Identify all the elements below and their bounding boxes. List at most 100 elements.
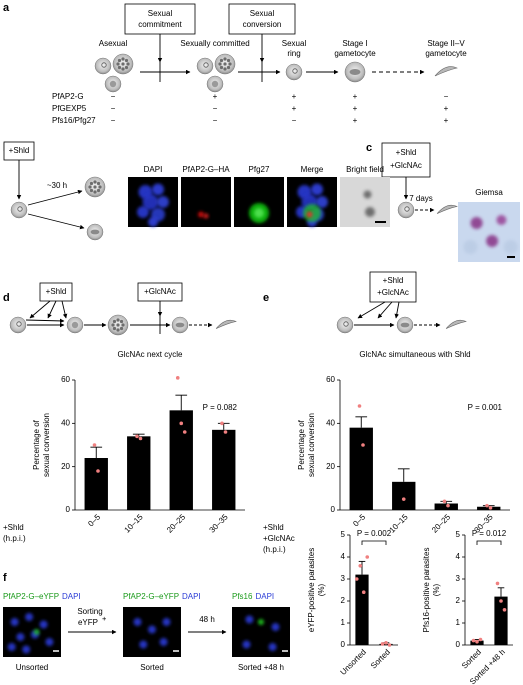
box-text: +Shld	[396, 148, 417, 157]
box-text: +GlcNAc	[377, 288, 409, 297]
box-text: +Shld	[383, 276, 404, 285]
y-tick-label: 0	[456, 640, 461, 649]
micrograph	[181, 177, 231, 227]
merozoite	[93, 190, 97, 194]
signal	[463, 240, 478, 254]
signal	[245, 615, 254, 624]
data-point	[175, 376, 180, 380]
signal	[39, 620, 48, 629]
cell	[104, 75, 122, 93]
signal	[365, 207, 375, 217]
stage-label: Sexually committed	[180, 39, 249, 48]
cell-body	[94, 57, 112, 75]
signal	[148, 217, 158, 227]
y-axis-label: sexual conversion	[307, 413, 316, 477]
signal	[16, 633, 25, 641]
y-tick-label: 2	[456, 596, 461, 605]
cell	[285, 63, 303, 81]
parasite	[71, 321, 79, 329]
cell	[396, 316, 414, 334]
panel-label: a	[3, 2, 10, 14]
data-point	[138, 436, 143, 441]
data-point	[135, 434, 139, 439]
cell-body	[336, 316, 354, 334]
cell	[66, 316, 84, 334]
image-label: DAPI	[144, 165, 163, 174]
merozoite	[117, 58, 122, 63]
cell	[171, 316, 189, 334]
image-label: Bright field	[346, 165, 384, 174]
y-tick-label: 20	[326, 462, 335, 471]
merozoite	[88, 185, 92, 189]
signal	[157, 196, 169, 208]
merozoite	[96, 181, 101, 186]
y-axis-label: (%)	[317, 583, 326, 596]
box-text: Sexual	[250, 9, 275, 18]
marker-value: +	[213, 92, 218, 101]
merozoite	[98, 185, 102, 189]
marker-value: +	[444, 104, 449, 113]
parasite	[349, 69, 361, 75]
significance-bracket	[476, 540, 502, 545]
data-point	[446, 503, 450, 508]
bar	[349, 427, 373, 510]
merozoite	[121, 67, 125, 71]
merozoite	[119, 319, 124, 324]
time-label: ~30 h	[47, 181, 67, 190]
x-tick-label: 10–15	[123, 512, 145, 534]
data-point	[495, 581, 500, 586]
box-text: +GlcNAc	[144, 287, 176, 296]
signal	[142, 194, 159, 210]
y-tick-label: 0	[66, 505, 71, 514]
cell-body	[10, 201, 28, 219]
data-point	[488, 506, 493, 510]
merozoite	[219, 58, 224, 63]
cell	[344, 61, 366, 83]
x-axis-label: +Shld	[263, 523, 284, 532]
bar	[84, 458, 108, 510]
data-point	[92, 443, 97, 447]
x-tick-label: 30–35	[208, 512, 230, 534]
stain-label: Pfs16	[232, 592, 253, 601]
x-tick-label: Sorted	[460, 648, 483, 671]
step-label: Sorting	[77, 607, 102, 616]
x-axis-label: (h.p.i.)	[263, 545, 286, 554]
micrograph	[458, 202, 520, 262]
cell	[9, 316, 27, 334]
marker-value: −	[213, 104, 218, 113]
y-tick-label: 0	[331, 505, 336, 514]
bar	[434, 503, 458, 510]
merozoite	[116, 323, 120, 327]
parasite	[404, 206, 410, 212]
merozoite	[112, 319, 117, 324]
chart-title: GlcNAc next cycle	[118, 350, 183, 359]
stage-label: Stage I	[342, 39, 367, 48]
y-tick-label: 4	[456, 552, 461, 561]
merozoite	[218, 62, 222, 66]
cell	[94, 57, 112, 75]
step-label: 48 h	[199, 615, 215, 624]
merozoite	[89, 181, 94, 186]
data-point	[380, 642, 385, 646]
box	[369, 271, 417, 303]
y-tick-label: 0	[341, 640, 346, 649]
bar	[477, 506, 501, 510]
marker-value: +	[444, 116, 449, 125]
signal	[258, 619, 264, 625]
counterstain-label: DAPI	[62, 592, 81, 601]
signal	[363, 190, 372, 199]
data-point	[361, 443, 365, 447]
gametocyte	[434, 66, 458, 77]
data-point	[485, 503, 489, 508]
y-tick-label: 60	[326, 375, 335, 384]
bar	[355, 574, 369, 645]
x-axis-label: (h.p.i.)	[3, 534, 26, 543]
y-axis-label: Percentage of	[32, 419, 41, 470]
arrows	[403, 177, 435, 213]
parasite	[343, 321, 349, 327]
signal	[311, 183, 323, 196]
box-text: +GlcNAc	[390, 161, 422, 170]
stage-label: Asexual	[99, 39, 128, 48]
